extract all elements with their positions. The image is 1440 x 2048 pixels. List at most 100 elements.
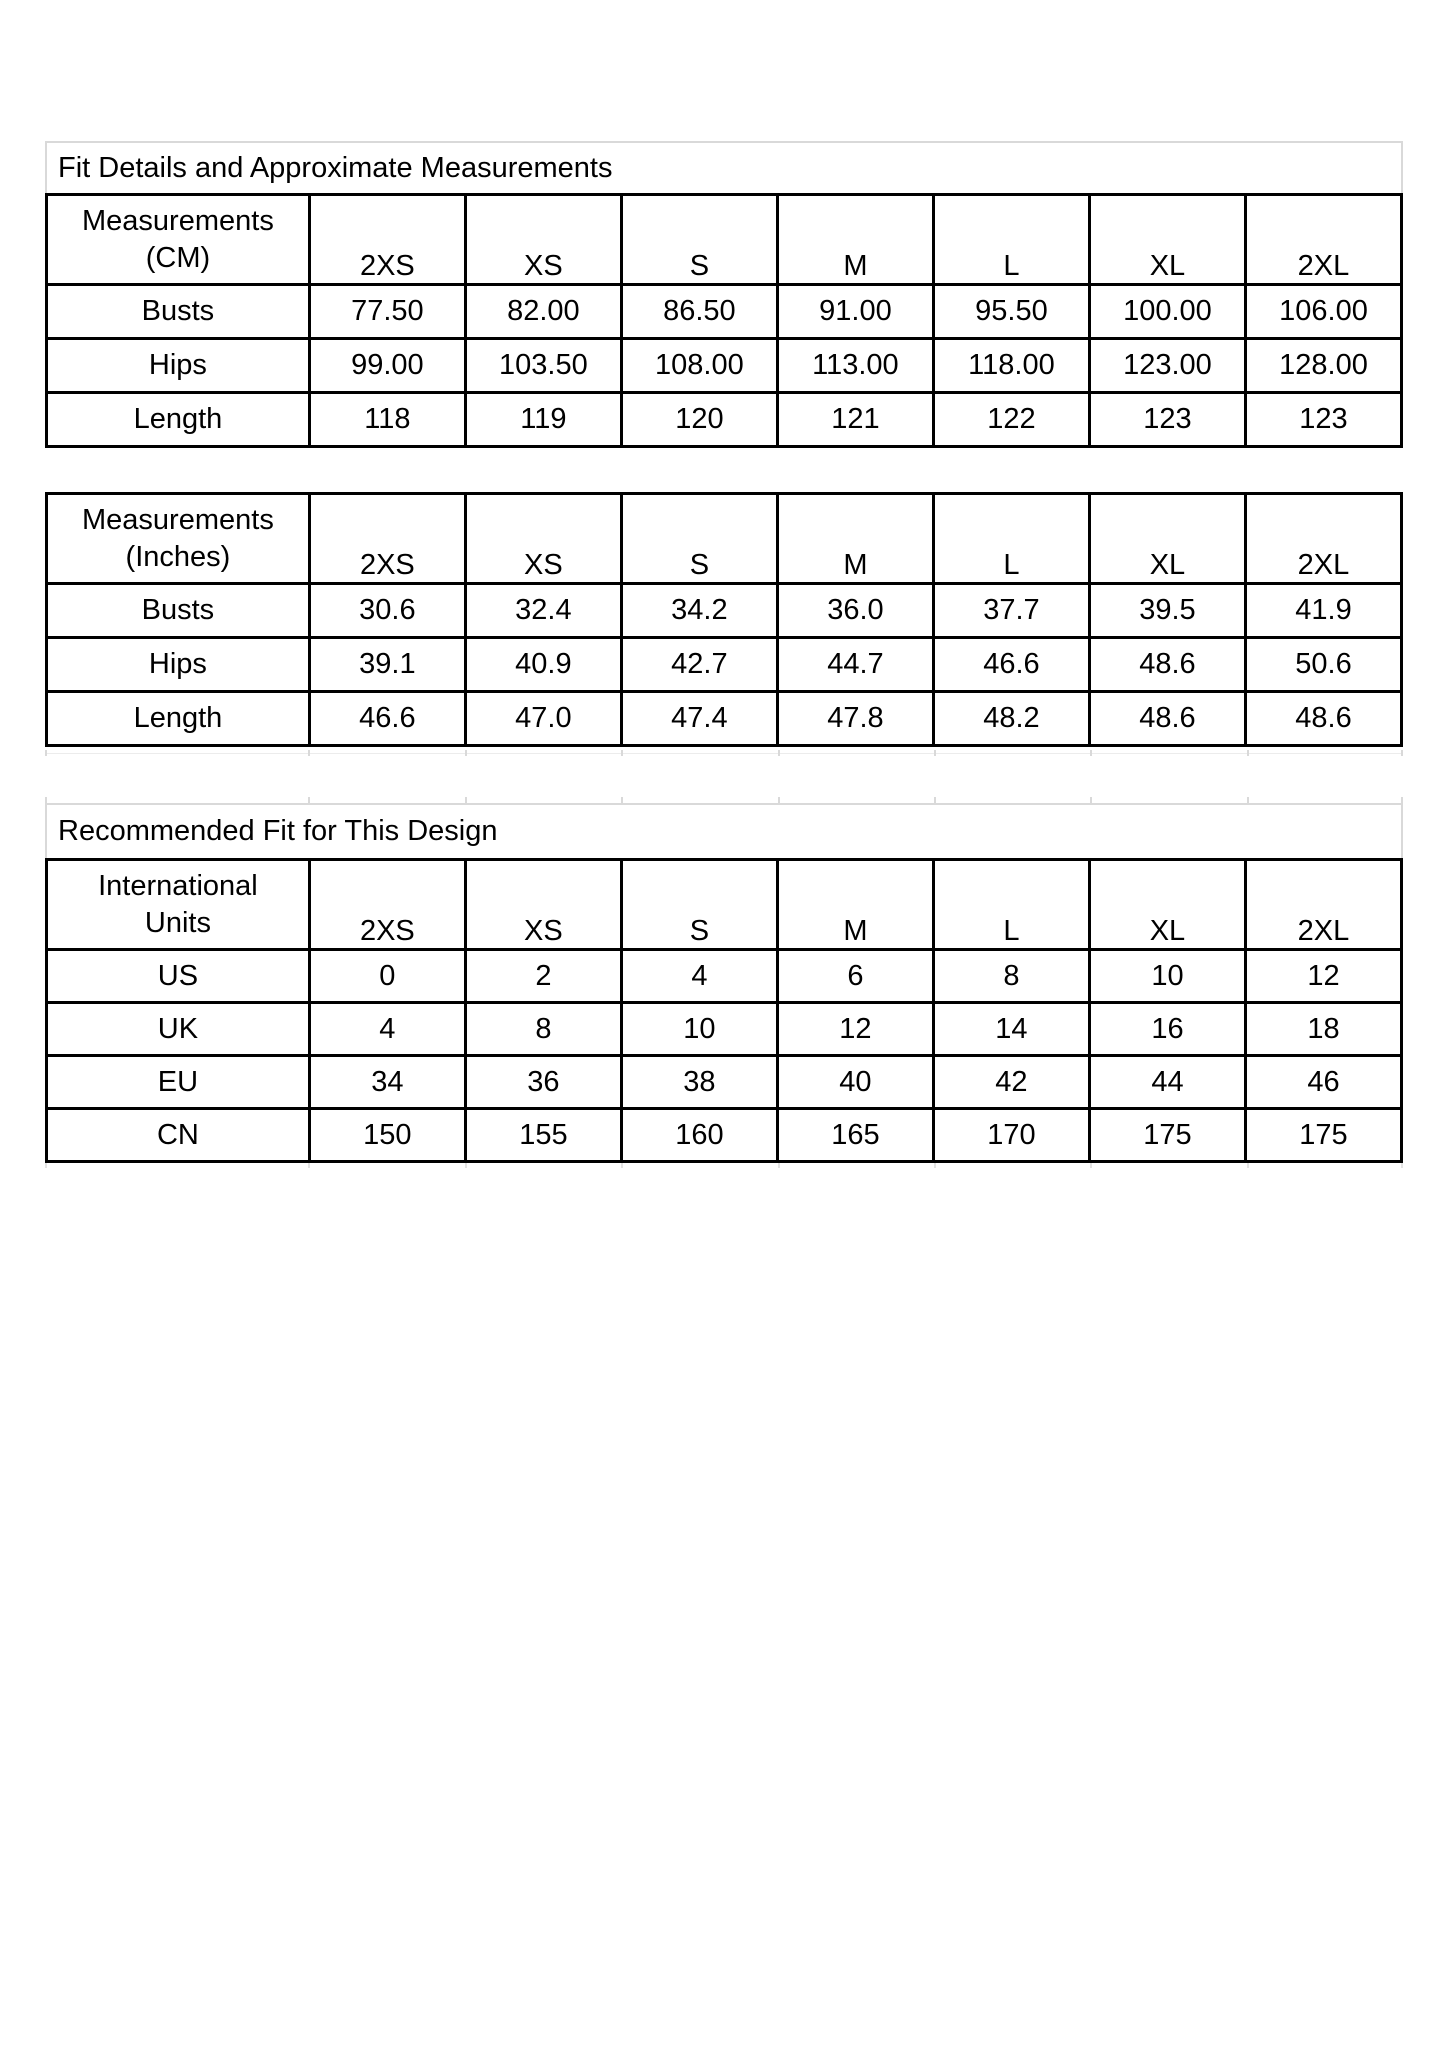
data-cell: 38 bbox=[619, 1054, 779, 1110]
data-cell: 16 bbox=[1087, 1001, 1247, 1057]
data-cell: 122 bbox=[931, 391, 1091, 448]
data-cell: 39.5 bbox=[1087, 582, 1247, 639]
data-cell: 30.6 bbox=[307, 582, 467, 639]
data-cell: 160 bbox=[619, 1107, 779, 1163]
data-cell: 48.2 bbox=[931, 690, 1091, 747]
data-cell: 34 bbox=[307, 1054, 467, 1110]
data-cell: 14 bbox=[931, 1001, 1091, 1057]
data-cell: 123 bbox=[1243, 391, 1404, 448]
data-cell: 47.4 bbox=[619, 690, 779, 747]
data-cell: 170 bbox=[931, 1107, 1091, 1163]
header-line-1: International bbox=[98, 869, 258, 902]
data-cell: 10 bbox=[1087, 948, 1247, 1004]
data-cell: 77.50 bbox=[307, 283, 467, 340]
size-header-s: S bbox=[619, 193, 779, 286]
header-line-2: (Inches) bbox=[125, 540, 231, 573]
table-header-row: Measurements (Inches) 2XS XS S M L XL 2X… bbox=[45, 492, 1404, 585]
cm-table-title: Fit Details and Approximate Measurements bbox=[58, 151, 613, 184]
data-cell: 113.00 bbox=[775, 337, 935, 394]
recommended-fit-title: Recommended Fit for This Design bbox=[58, 815, 498, 847]
table-row: CN 150 155 160 165 170 175 175 bbox=[45, 1107, 1404, 1163]
inches-measurements-table: Measurements (Inches) 2XS XS S M L XL 2X… bbox=[45, 492, 1404, 747]
data-cell: 48.6 bbox=[1087, 690, 1247, 747]
data-cell: 39.1 bbox=[307, 636, 467, 693]
data-cell: 12 bbox=[775, 1001, 935, 1057]
data-cell: 46 bbox=[1243, 1054, 1404, 1110]
header-line-1: Measurements bbox=[82, 503, 274, 536]
header-line-2: Units bbox=[144, 906, 211, 939]
cm-table-title-box: Fit Details and Approximate Measurements bbox=[45, 141, 1403, 193]
data-cell: 32.4 bbox=[463, 582, 623, 639]
data-cell: 118 bbox=[307, 391, 467, 448]
data-cell: 6 bbox=[775, 948, 935, 1004]
spacer bbox=[45, 448, 1403, 492]
data-cell: 118.00 bbox=[931, 337, 1091, 394]
size-header-2xl: 2XL bbox=[1243, 492, 1404, 585]
table-row: Busts 30.6 32.4 34.2 36.0 37.7 39.5 41.9 bbox=[45, 582, 1404, 639]
data-cell: 48.6 bbox=[1243, 690, 1404, 747]
row-label-busts: Busts bbox=[45, 582, 311, 639]
international-units-header-cell: International Units bbox=[45, 858, 311, 951]
data-cell: 106.00 bbox=[1243, 283, 1404, 340]
size-header-s: S bbox=[619, 492, 779, 585]
data-cell: 155 bbox=[463, 1107, 623, 1163]
header-line-2: (CM) bbox=[145, 241, 211, 274]
size-header-xl: XL bbox=[1087, 492, 1247, 585]
size-header-m: M bbox=[775, 193, 935, 286]
row-label-us: US bbox=[45, 948, 311, 1004]
measurements-cm-header-cell: Measurements (CM) bbox=[45, 193, 311, 286]
data-cell: 4 bbox=[619, 948, 779, 1004]
table-row: EU 34 36 38 40 42 44 46 bbox=[45, 1054, 1404, 1110]
row-label-hips: Hips bbox=[45, 337, 311, 394]
international-units-table: International Units 2XS XS S M L XL 2XL … bbox=[45, 858, 1404, 1163]
data-cell: 108.00 bbox=[619, 337, 779, 394]
data-cell: 37.7 bbox=[931, 582, 1091, 639]
data-cell: 4 bbox=[307, 1001, 467, 1057]
data-cell: 150 bbox=[307, 1107, 467, 1163]
row-label-busts: Busts bbox=[45, 283, 311, 340]
size-header-l: L bbox=[931, 858, 1091, 951]
data-cell: 91.00 bbox=[775, 283, 935, 340]
size-header-xs: XS bbox=[463, 492, 623, 585]
cm-measurements-table: Measurements (CM) 2XS XS S M L XL 2XL Bu… bbox=[45, 193, 1404, 448]
table-row: Length 46.6 47.0 47.4 47.8 48.2 48.6 48.… bbox=[45, 690, 1404, 747]
data-cell: 10 bbox=[619, 1001, 779, 1057]
data-cell: 41.9 bbox=[1243, 582, 1404, 639]
size-header-m: M bbox=[775, 492, 935, 585]
gridline-remnant bbox=[45, 753, 1403, 754]
row-label-hips: Hips bbox=[45, 636, 311, 693]
row-label-cn: CN bbox=[45, 1107, 311, 1163]
data-cell: 36.0 bbox=[775, 582, 935, 639]
table-row: Hips 39.1 40.9 42.7 44.7 46.6 48.6 50.6 bbox=[45, 636, 1404, 693]
size-header-xs: XS bbox=[463, 193, 623, 286]
size-header-2xs: 2XS bbox=[307, 492, 467, 585]
data-cell: 121 bbox=[775, 391, 935, 448]
data-cell: 50.6 bbox=[1243, 636, 1404, 693]
data-cell: 47.8 bbox=[775, 690, 935, 747]
data-cell: 123.00 bbox=[1087, 337, 1247, 394]
data-cell: 44.7 bbox=[775, 636, 935, 693]
table-row: Hips 99.00 103.50 108.00 113.00 118.00 1… bbox=[45, 337, 1404, 394]
data-cell: 128.00 bbox=[1243, 337, 1404, 394]
data-cell: 175 bbox=[1087, 1107, 1247, 1163]
data-cell: 18 bbox=[1243, 1001, 1404, 1057]
data-cell: 46.6 bbox=[307, 690, 467, 747]
data-cell: 12 bbox=[1243, 948, 1404, 1004]
size-header-xl: XL bbox=[1087, 193, 1247, 286]
row-label-length: Length bbox=[45, 690, 311, 747]
table-row: Length 118 119 120 121 122 123 123 bbox=[45, 391, 1404, 448]
row-label-length: Length bbox=[45, 391, 311, 448]
size-header-l: L bbox=[931, 492, 1091, 585]
data-cell: 40 bbox=[775, 1054, 935, 1110]
size-header-xs: XS bbox=[463, 858, 623, 951]
size-header-s: S bbox=[619, 858, 779, 951]
size-header-m: M bbox=[775, 858, 935, 951]
spacer-with-gridline-remnants bbox=[45, 747, 1403, 803]
size-header-2xl: 2XL bbox=[1243, 193, 1404, 286]
size-chart-sheet: Fit Details and Approximate Measurements… bbox=[45, 141, 1404, 1173]
table-header-row: Measurements (CM) 2XS XS S M L XL 2XL bbox=[45, 193, 1404, 286]
spacer-with-gridline-remnants bbox=[45, 1163, 1403, 1173]
row-label-eu: EU bbox=[45, 1054, 311, 1110]
table-header-row: International Units 2XS XS S M L XL 2XL bbox=[45, 858, 1404, 951]
data-cell: 42.7 bbox=[619, 636, 779, 693]
